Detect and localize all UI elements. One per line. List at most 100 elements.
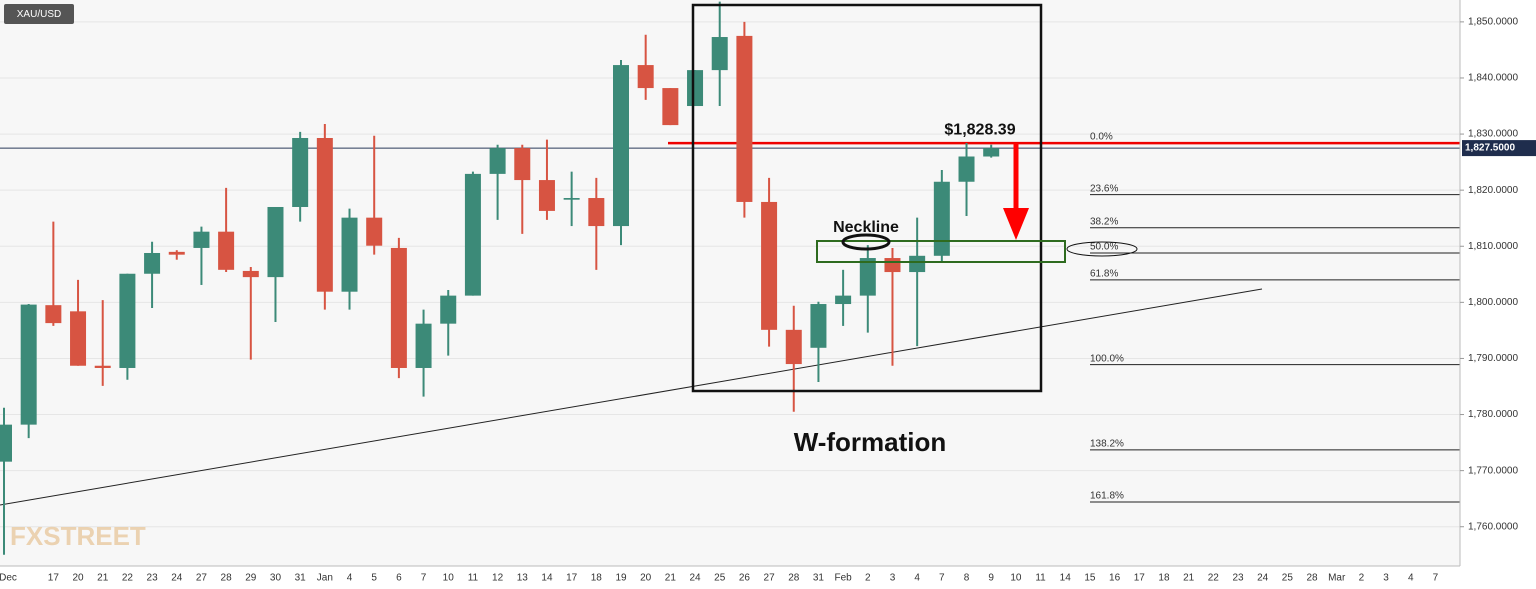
x-tick-label: 20 (72, 573, 84, 584)
x-tick-label: 28 (788, 573, 800, 584)
fib-label: 50.0% (1090, 242, 1118, 253)
neckline-zone (816, 240, 1066, 263)
candle-body (119, 273, 136, 368)
candle-body (933, 181, 950, 256)
x-tick-label: 21 (1183, 573, 1195, 584)
fib-label: 100.0% (1090, 353, 1124, 364)
x-tick-label: 29 (245, 573, 257, 584)
candle-body (785, 329, 802, 365)
candle-body (45, 305, 62, 324)
fib-label: 0.0% (1090, 132, 1113, 143)
candle-body (983, 148, 1000, 157)
x-tick-label: Dec (0, 573, 17, 584)
x-tick-label: 10 (1010, 573, 1022, 584)
x-tick-label: 27 (196, 573, 208, 584)
y-tick-label: 1,790.0000 (1468, 353, 1518, 364)
candle-body (761, 201, 778, 330)
x-tick-label: 17 (566, 573, 578, 584)
x-tick-label: 6 (396, 573, 402, 584)
candle-body (835, 295, 852, 305)
candle-body (415, 323, 432, 368)
x-tick-label: 26 (739, 573, 751, 584)
candle-body (810, 304, 827, 348)
x-tick-label: 4 (914, 573, 920, 584)
x-tick-label: 23 (147, 573, 159, 584)
candle-body (514, 148, 531, 181)
y-tick-label: 1,760.0000 (1468, 521, 1518, 532)
x-tick-label: 28 (1306, 573, 1318, 584)
candle-body (637, 65, 654, 89)
x-tick-label: 30 (270, 573, 282, 584)
fib-label: 138.2% (1090, 439, 1124, 450)
candle-body (662, 88, 679, 126)
x-tick-label: 4 (1408, 573, 1414, 584)
fib-ellipse (1066, 241, 1138, 257)
x-tick-label: 20 (640, 573, 652, 584)
candle-body (144, 252, 161, 274)
arrow-head (1003, 208, 1029, 240)
x-tick-label: 17 (48, 573, 60, 584)
x-tick-label: 25 (1282, 573, 1294, 584)
x-tick-label: 18 (591, 573, 603, 584)
plot-background (0, 0, 1460, 566)
x-tick-label: 13 (517, 573, 529, 584)
candle-body (267, 206, 284, 278)
candle-body (736, 35, 753, 202)
watermark: FXSTREET (10, 521, 146, 551)
y-tick-label: 1,820.0000 (1468, 185, 1518, 196)
candle-body (94, 365, 111, 368)
candle-body (242, 270, 259, 278)
trend-line (0, 288, 1263, 506)
candle-body (538, 180, 555, 211)
fib-label: 61.8% (1090, 269, 1118, 280)
x-tick-label: 22 (1208, 573, 1220, 584)
y-tick-label: 1,830.0000 (1468, 129, 1518, 140)
price-annotation: $1,828.39 (944, 121, 1015, 138)
symbol: XAU/USD (17, 9, 61, 20)
candle-body (70, 311, 87, 366)
candle-body (193, 231, 210, 248)
candle-body (613, 65, 629, 227)
candle-body (366, 217, 383, 246)
candle-body (687, 70, 704, 107)
candle-body (563, 198, 580, 200)
candle-body (168, 251, 185, 255)
x-tick-label: 7 (939, 573, 945, 584)
annotation: Neckline (833, 219, 899, 236)
x-tick-label: 24 (171, 573, 183, 584)
x-tick-label: 11 (1035, 573, 1046, 584)
y-tick-label: 1,770.0000 (1468, 465, 1518, 476)
x-tick-label: Mar (1328, 573, 1346, 584)
y-tick-label: 1,810.0000 (1468, 241, 1518, 252)
x-tick-label: 3 (890, 573, 896, 584)
x-tick-label: 7 (1433, 573, 1439, 584)
x-tick-label: 3 (1383, 573, 1389, 584)
symbol-badge (4, 4, 74, 24)
candle-body (316, 137, 333, 292)
x-tick-label: 11 (468, 573, 479, 584)
candle-body (464, 173, 481, 296)
candle-body (884, 258, 901, 273)
x-tick-label: 2 (865, 573, 871, 584)
x-tick-label: 12 (492, 573, 504, 584)
last-price-badge (1462, 140, 1536, 157)
x-tick-label: 5 (371, 573, 377, 584)
x-tick-label: 23 (1232, 573, 1244, 584)
w-box (691, 3, 1043, 393)
x-tick-label: 14 (541, 573, 553, 584)
x-tick-label: 10 (443, 573, 455, 584)
candle-body (588, 198, 605, 227)
x-tick-label: 24 (689, 573, 701, 584)
candle-body (20, 304, 37, 425)
x-tick-label: 15 (1084, 573, 1096, 584)
neckline-ellipse (841, 233, 891, 251)
fib-label: 23.6% (1090, 183, 1118, 194)
y-tick-label: 1,850.0000 (1468, 17, 1518, 28)
x-tick-label: 28 (221, 573, 233, 584)
x-tick-label: 31 (813, 573, 825, 584)
x-tick-label: 7 (421, 573, 427, 584)
x-tick-label: 24 (1257, 573, 1269, 584)
candle-body (958, 156, 975, 182)
x-tick-label: 16 (1109, 573, 1121, 584)
